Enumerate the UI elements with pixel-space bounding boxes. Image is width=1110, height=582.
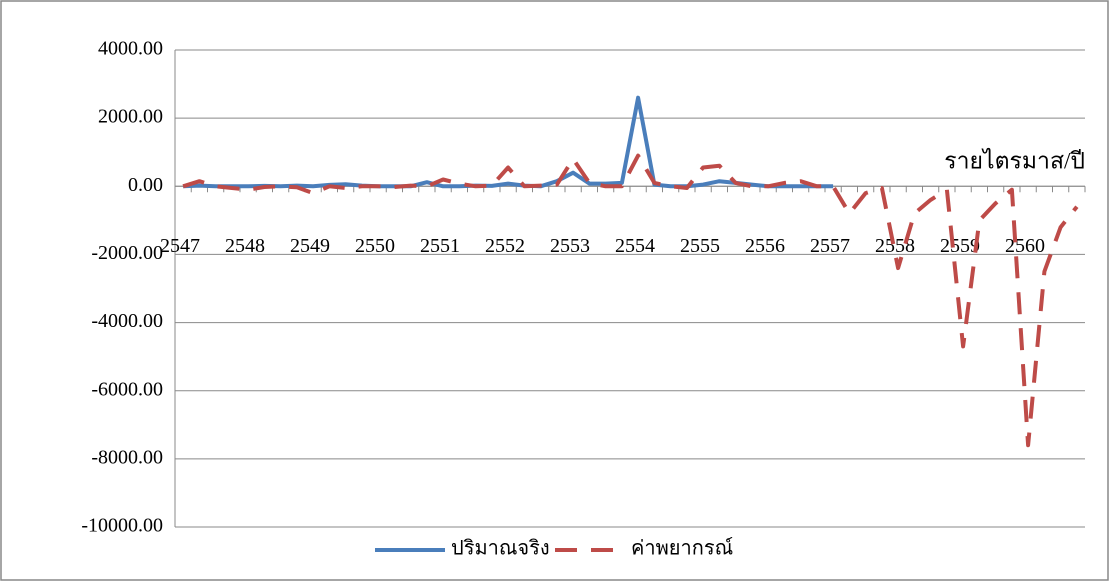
series-line xyxy=(182,153,1079,448)
x-tick-label: 2556 xyxy=(745,235,785,257)
x-tick-label: 2559 xyxy=(940,235,980,257)
y-tick-label: -10000.00 xyxy=(81,515,163,537)
y-tick-label: -4000.00 xyxy=(91,310,163,332)
x-tick-label: 2549 xyxy=(290,235,330,257)
y-tick-label: -8000.00 xyxy=(91,446,163,468)
x-tick-label: 2555 xyxy=(680,235,720,257)
x-tick-label: 2550 xyxy=(355,235,395,257)
x-tick-label: 2551 xyxy=(420,235,460,257)
x-tick-label: 2557 xyxy=(810,235,850,257)
x-axis-label: รายไตรมาส/ปี xyxy=(944,147,1085,173)
legend-label: ปริมาณจริง xyxy=(451,538,550,560)
y-tick-label: 0.00 xyxy=(128,174,163,196)
x-tick-label: 2552 xyxy=(485,235,525,257)
y-tick-label: -2000.00 xyxy=(91,242,163,264)
x-tick-label: 2554 xyxy=(615,235,655,257)
y-tick-label: 4000.00 xyxy=(98,38,163,60)
y-tick-label: -6000.00 xyxy=(91,378,163,400)
x-tick-label: 2548 xyxy=(225,235,265,257)
x-tick-label: 2560 xyxy=(1005,235,1045,257)
x-tick-label: 2553 xyxy=(550,235,590,257)
y-tick-label: 2000.00 xyxy=(98,106,163,128)
x-tick-label: 2547 xyxy=(160,235,200,257)
legend-label: ค่าพยากรณ์ xyxy=(631,537,733,560)
